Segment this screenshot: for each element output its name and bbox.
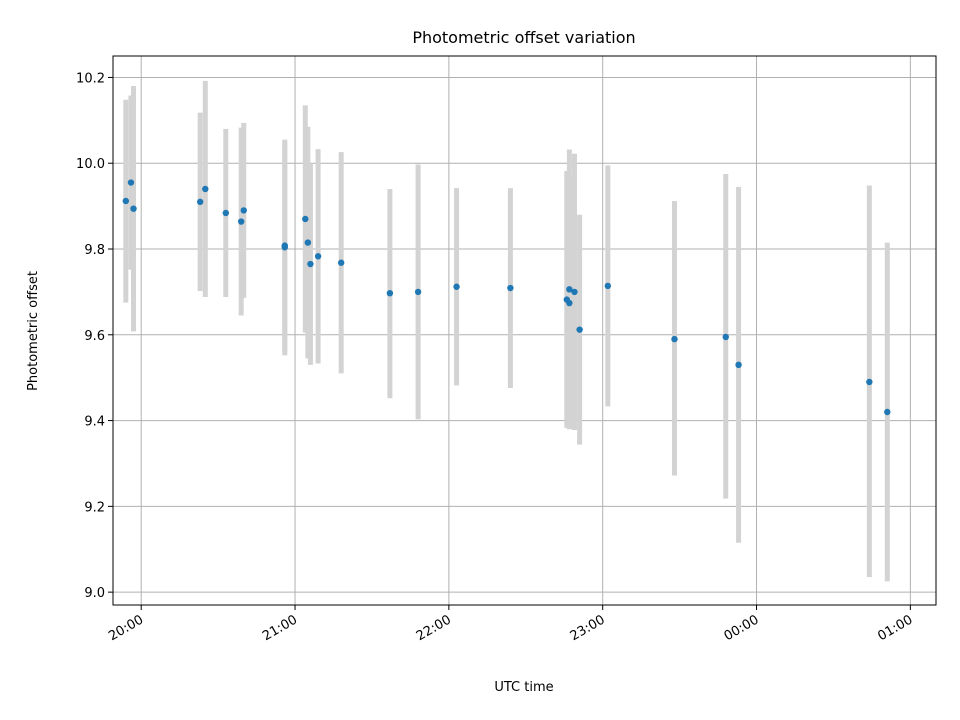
chart-title: Photometric offset variation: [412, 28, 635, 47]
data-point: [314, 253, 322, 260]
x-tick-label: 20:00: [106, 612, 146, 644]
data-point: [576, 326, 583, 333]
data-point: [337, 259, 345, 266]
data-point: [671, 335, 678, 343]
data-point: [414, 288, 422, 296]
data-point: [122, 197, 130, 205]
x-tick-label: 21:00: [260, 612, 300, 644]
data-point: [566, 286, 573, 293]
x-tick-label: 22:00: [414, 612, 454, 644]
x-axis-label: UTC time: [494, 680, 553, 695]
y-tick-label: 9.4: [84, 415, 105, 430]
data-point: [130, 205, 137, 212]
data-point: [507, 284, 514, 292]
y-tick-label: 9.0: [84, 586, 105, 601]
data-point: [302, 215, 309, 223]
data-point: [127, 179, 135, 186]
data-point: [237, 218, 245, 225]
data-point: [866, 378, 873, 386]
grid-layer: [113, 56, 936, 605]
data-point: [281, 242, 288, 249]
data-point: [604, 282, 612, 290]
data-point: [304, 239, 312, 246]
data-point: [196, 198, 204, 206]
data-point: [566, 299, 573, 307]
y-axis-label: Photometric offset: [26, 271, 41, 391]
y-tick-label: 9.6: [84, 329, 105, 344]
point-layer: [122, 179, 891, 416]
data-point: [453, 283, 460, 290]
y-tick-label: 10.2: [76, 71, 105, 86]
y-tick-label: 9.8: [84, 243, 105, 258]
data-point: [722, 333, 729, 341]
y-axis-ticks: 9.0 9.2 9.4 9.6 9.8 10.0 10.2: [76, 71, 113, 601]
data-point: [222, 209, 230, 217]
data-point: [884, 408, 891, 416]
data-point: [386, 289, 394, 297]
y-tick-label: 9.2: [84, 500, 105, 515]
data-point: [735, 361, 742, 369]
y-tick-label: 10.0: [76, 157, 105, 172]
data-point: [307, 260, 314, 268]
plot-frame: [112, 55, 937, 606]
x-tick-label: 00:00: [722, 612, 762, 644]
x-tick-label: 01:00: [875, 612, 915, 644]
x-tick-label: 23:00: [568, 612, 608, 644]
data-point: [571, 288, 578, 296]
data-point: [240, 207, 247, 214]
x-axis-ticks: 20:00 21:00 22:00 23:00 00:00 01:00: [106, 605, 915, 644]
data-point: [202, 185, 209, 193]
